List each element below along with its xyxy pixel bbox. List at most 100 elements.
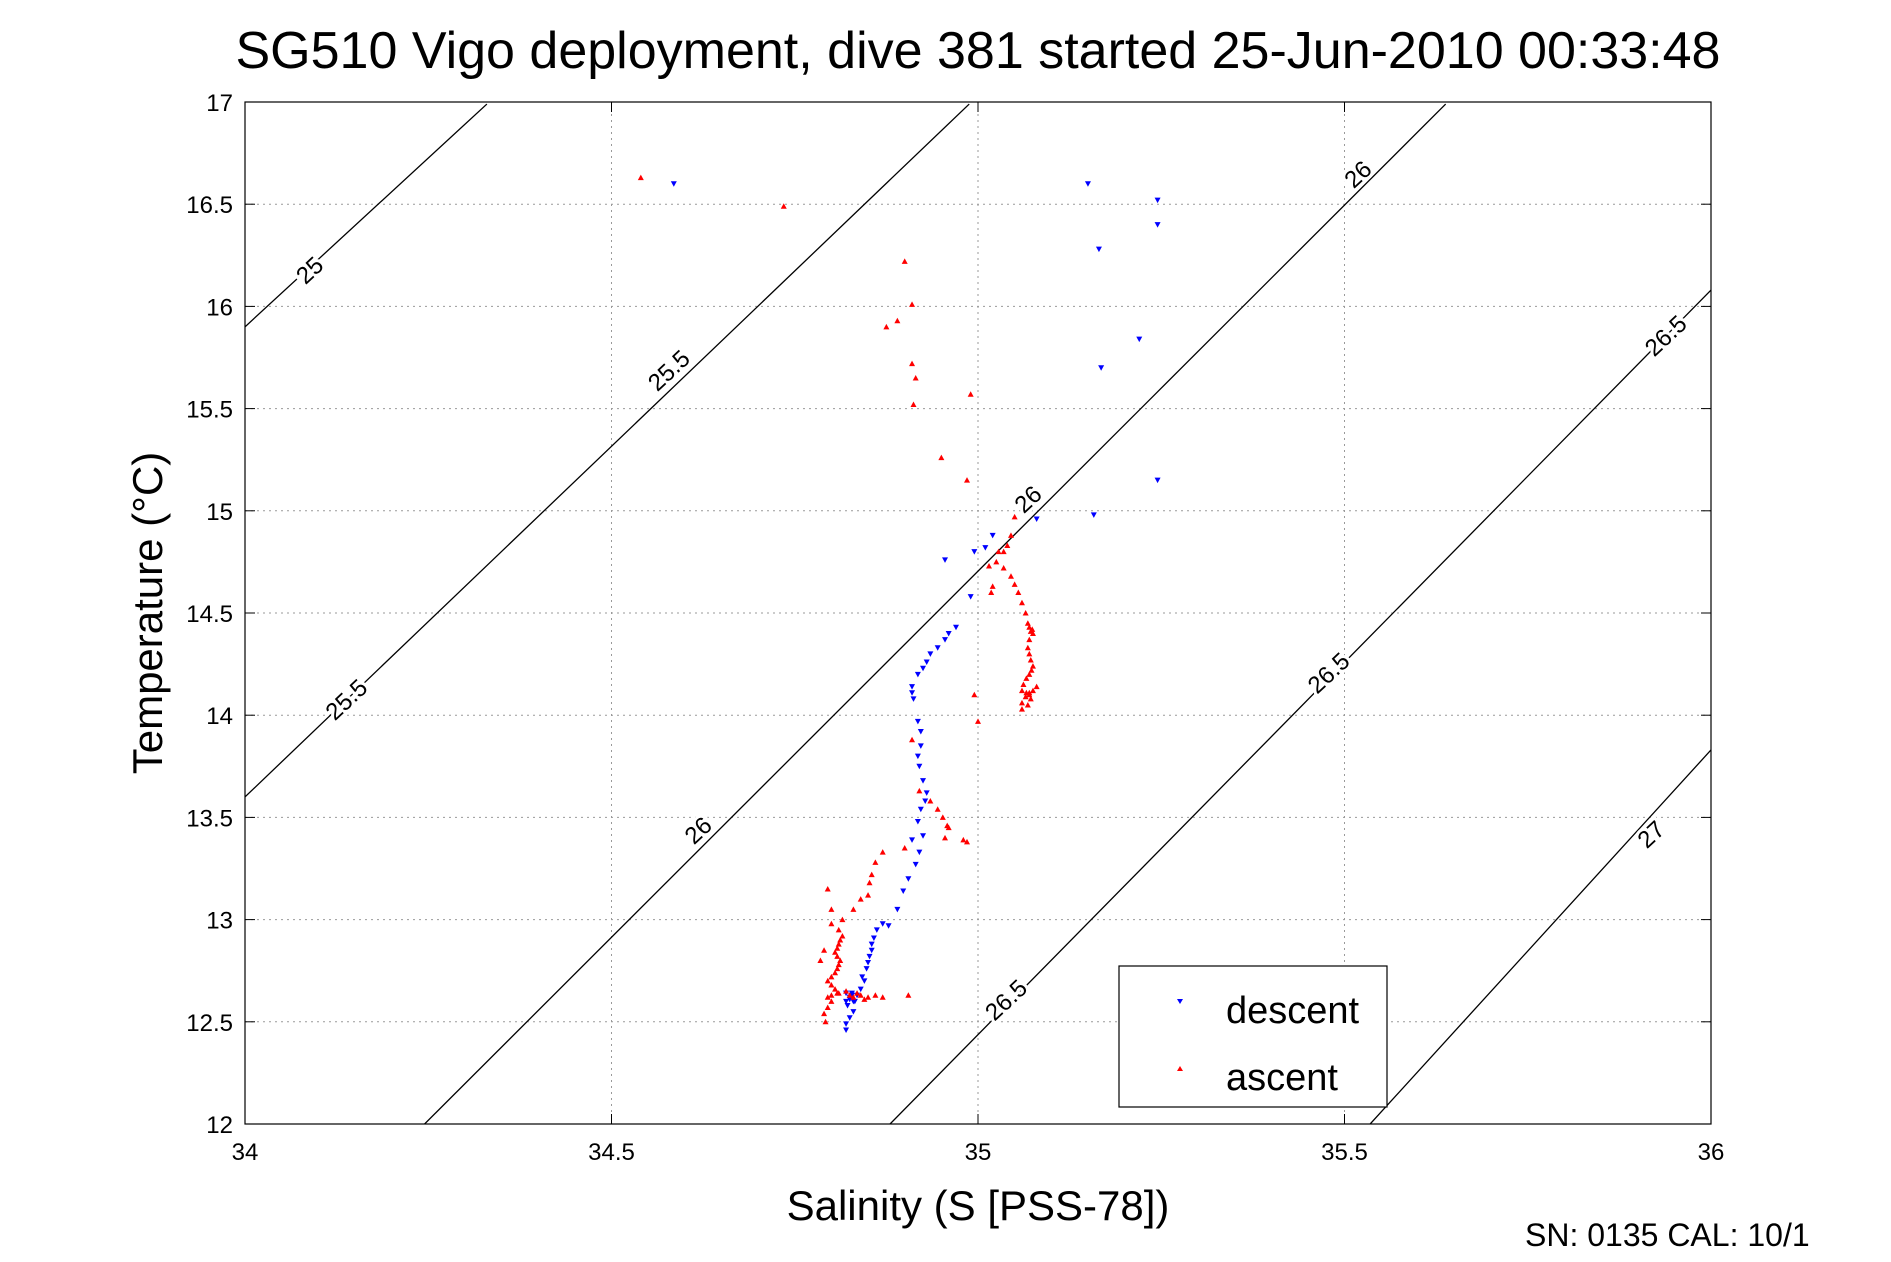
descent-point <box>1033 516 1040 522</box>
legend-descent-label: descent <box>1226 990 1360 1032</box>
ascent-point <box>857 992 864 998</box>
ascent-point <box>1024 701 1031 708</box>
ascent-point <box>894 317 901 324</box>
ascent-point <box>821 947 828 953</box>
descent-point <box>879 921 886 927</box>
ascent-point <box>834 953 841 959</box>
descent-point <box>900 888 907 894</box>
ascent-point <box>1000 565 1007 571</box>
ascent-point <box>835 990 842 996</box>
ascent-point <box>1007 573 1014 579</box>
descent-point <box>1154 477 1161 484</box>
descent-point <box>1084 181 1091 187</box>
legend: descent ascent <box>1118 965 1388 1108</box>
ascent-point <box>834 945 841 951</box>
descent-point <box>953 624 960 631</box>
y-tick-label: 17 <box>206 90 233 117</box>
descent-point <box>851 998 858 1005</box>
y-tick-label: 13.5 <box>186 805 233 832</box>
descent-point <box>843 1027 850 1033</box>
ascent-point <box>971 691 978 698</box>
ascent-point <box>835 926 842 933</box>
ascent-point <box>1004 542 1011 549</box>
descent-point <box>914 671 921 678</box>
ascent-point <box>828 973 835 980</box>
data-points <box>637 174 1161 1033</box>
ascent-point <box>822 1018 829 1025</box>
ascent-point <box>927 798 934 804</box>
ascent-point <box>960 836 967 843</box>
descent-point <box>914 718 921 725</box>
y-tick-label: 14.5 <box>186 601 233 628</box>
x-axis-ticks: 34 34.5 35 35.5 36 <box>232 102 1725 1166</box>
ascent-point <box>828 982 835 988</box>
ascent-point <box>817 957 824 963</box>
ascent-point <box>828 998 835 1004</box>
descent-point <box>850 1009 857 1015</box>
ascent-point <box>985 562 992 569</box>
ascent-point <box>1026 636 1033 643</box>
ascent-point <box>964 838 971 845</box>
y-tick-label: 16.5 <box>186 192 233 219</box>
x-tick-label: 34.5 <box>588 1139 635 1166</box>
descent-point <box>843 998 850 1005</box>
ascent-point <box>1024 644 1031 651</box>
ascent-point <box>1027 695 1034 702</box>
descent-point <box>859 974 866 980</box>
ascent-point <box>868 871 875 878</box>
ascent-point <box>1029 663 1036 669</box>
descent-point <box>857 986 864 993</box>
ascent-point <box>637 174 644 181</box>
descent-point <box>861 978 868 984</box>
descent-point <box>866 953 873 960</box>
ascent-point <box>1020 681 1027 688</box>
descent-point <box>865 960 872 966</box>
descent-point <box>1154 197 1161 204</box>
descent-point <box>917 806 924 813</box>
descent-point <box>982 545 989 551</box>
descent-point <box>1136 336 1143 343</box>
y-tick-label: 16 <box>206 294 233 321</box>
x-tick-label: 35 <box>965 1139 992 1166</box>
descent-point <box>923 659 930 666</box>
ascent-point <box>1026 624 1033 630</box>
ascent-point <box>964 477 971 483</box>
descent-point <box>870 935 877 941</box>
density-contour-line <box>245 103 488 328</box>
ascent-point <box>1024 620 1031 626</box>
descent-point <box>945 630 952 637</box>
density-contour-line <box>1369 749 1711 1124</box>
descent-point <box>967 594 974 600</box>
ascent-point <box>901 258 908 264</box>
descent-point <box>914 753 921 760</box>
descent-point <box>868 947 875 954</box>
ascent-point <box>865 994 872 1000</box>
descent-point <box>971 549 978 555</box>
ascent-point <box>1029 687 1036 694</box>
ascent-point <box>1015 589 1022 596</box>
ascent-point <box>910 401 917 408</box>
ascent-point <box>837 937 844 943</box>
density-contour-line <box>424 103 1447 1124</box>
ascent-point <box>909 360 916 367</box>
ascent-point <box>865 892 872 898</box>
ascent-point <box>879 849 886 855</box>
ascent-point <box>843 988 850 994</box>
legend-box <box>1118 965 1388 1108</box>
descent-point <box>873 927 880 933</box>
ascent-point <box>828 992 835 998</box>
x-tick-label: 36 <box>1698 1139 1725 1166</box>
ascent-point <box>828 906 835 912</box>
ascent-point <box>824 994 831 1000</box>
descent-point <box>909 690 916 696</box>
ascent-point <box>780 203 787 209</box>
ascent-point <box>1011 513 1018 520</box>
ascent-point <box>905 992 912 998</box>
x-tick-label: 35.5 <box>1321 1139 1368 1166</box>
ascent-point <box>839 932 846 939</box>
ascent-point <box>1007 532 1014 538</box>
ascent-point <box>1022 610 1029 616</box>
ascent-point <box>995 548 1002 555</box>
ascent-point <box>850 906 857 912</box>
